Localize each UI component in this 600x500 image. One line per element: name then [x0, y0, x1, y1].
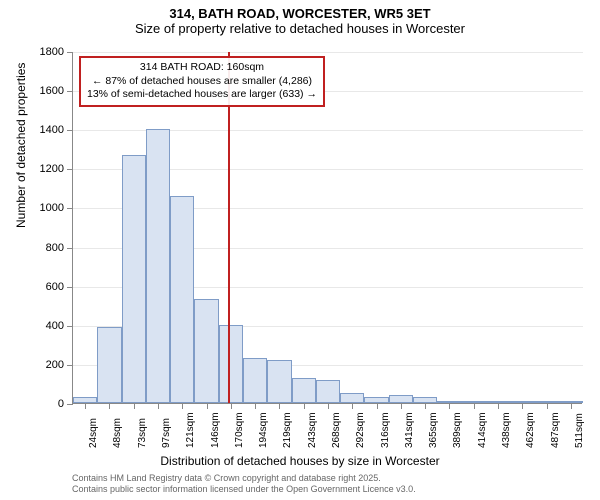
y-tick [67, 365, 73, 366]
histogram-bar [194, 299, 218, 403]
y-tick-label: 400 [46, 320, 64, 332]
x-tick-label: 487sqm [550, 412, 561, 448]
x-tick-label: 194sqm [258, 412, 269, 448]
x-tick-label: 462sqm [525, 412, 536, 448]
y-tick-label: 1600 [40, 85, 64, 97]
footnote-line-1: Contains HM Land Registry data © Crown c… [72, 473, 416, 485]
y-tick-label: 1200 [40, 163, 64, 175]
x-tick [449, 403, 450, 409]
chart-container: 314, BATH ROAD, WORCESTER, WR5 3ET Size … [0, 0, 600, 500]
x-tick-label: 24sqm [88, 418, 99, 448]
y-tick-label: 600 [46, 281, 64, 293]
chart-area: 02004006008001000120014001600180024sqm48… [72, 52, 582, 404]
x-tick [425, 403, 426, 409]
x-tick [352, 403, 353, 409]
y-tick-label: 1400 [40, 124, 64, 136]
histogram-bar [170, 196, 194, 403]
plot-region: 02004006008001000120014001600180024sqm48… [72, 52, 582, 404]
x-tick-label: 414sqm [477, 412, 488, 448]
x-tick [571, 403, 572, 409]
x-axis-title: Distribution of detached houses by size … [0, 454, 600, 468]
x-tick-label: 219sqm [282, 412, 293, 448]
y-tick-label: 0 [58, 398, 64, 410]
x-tick-label: 170sqm [234, 412, 245, 448]
histogram-bar [389, 395, 413, 403]
x-tick [474, 403, 475, 409]
x-tick [182, 403, 183, 409]
page-subtitle: Size of property relative to detached ho… [0, 21, 600, 38]
x-tick [522, 403, 523, 409]
x-tick-label: 146sqm [210, 412, 221, 448]
gridline [73, 52, 583, 53]
x-tick-label: 511sqm [574, 413, 585, 448]
x-tick-label: 292sqm [355, 412, 366, 448]
histogram-bar [292, 378, 316, 403]
y-tick [67, 208, 73, 209]
y-tick [67, 52, 73, 53]
footnote: Contains HM Land Registry data © Crown c… [72, 473, 416, 496]
y-tick [67, 287, 73, 288]
x-tick [377, 403, 378, 409]
x-tick [547, 403, 548, 409]
annotation-title: 314 BATH ROAD: 160sqm [87, 61, 317, 75]
x-tick [207, 403, 208, 409]
x-tick [231, 403, 232, 409]
page-title: 314, BATH ROAD, WORCESTER, WR5 3ET [0, 0, 600, 21]
x-tick [158, 403, 159, 409]
histogram-bar [122, 155, 146, 403]
x-tick [328, 403, 329, 409]
x-tick-label: 341sqm [404, 412, 415, 448]
histogram-bar [97, 327, 121, 403]
y-tick-label: 800 [46, 242, 64, 254]
x-tick [279, 403, 280, 409]
y-tick [67, 404, 73, 405]
x-tick-label: 389sqm [452, 412, 463, 448]
y-tick [67, 248, 73, 249]
x-tick-label: 268sqm [331, 412, 342, 448]
x-tick-label: 73sqm [137, 418, 148, 448]
annotation-smaller: ← 87% of detached houses are smaller (4,… [87, 75, 317, 89]
y-tick [67, 91, 73, 92]
x-tick-label: 121sqm [185, 412, 196, 448]
histogram-bar [243, 358, 267, 403]
x-tick-label: 316sqm [380, 412, 391, 448]
histogram-bar [219, 325, 243, 403]
y-axis-title: Number of detached properties [14, 63, 28, 228]
x-tick [304, 403, 305, 409]
annotation-box: 314 BATH ROAD: 160sqm← 87% of detached h… [79, 56, 325, 107]
x-tick [85, 403, 86, 409]
x-tick-label: 243sqm [307, 412, 318, 448]
y-tick [67, 326, 73, 327]
histogram-bar [340, 393, 364, 403]
y-tick [67, 169, 73, 170]
annotation-larger: 13% of semi-detached houses are larger (… [87, 88, 317, 102]
x-tick-label: 48sqm [112, 418, 123, 448]
x-tick-label: 97sqm [161, 418, 172, 448]
y-tick-label: 1800 [40, 46, 64, 58]
x-tick-label: 365sqm [428, 412, 439, 448]
x-tick [498, 403, 499, 409]
x-tick [109, 403, 110, 409]
x-tick [134, 403, 135, 409]
x-tick-label: 438sqm [501, 412, 512, 448]
histogram-bar [316, 380, 340, 403]
x-tick [401, 403, 402, 409]
x-tick [255, 403, 256, 409]
y-tick-label: 200 [46, 359, 64, 371]
footnote-line-2: Contains public sector information licen… [72, 484, 416, 496]
y-tick-label: 1000 [40, 202, 64, 214]
y-tick [67, 130, 73, 131]
histogram-bar [146, 129, 170, 403]
histogram-bar [267, 360, 291, 403]
